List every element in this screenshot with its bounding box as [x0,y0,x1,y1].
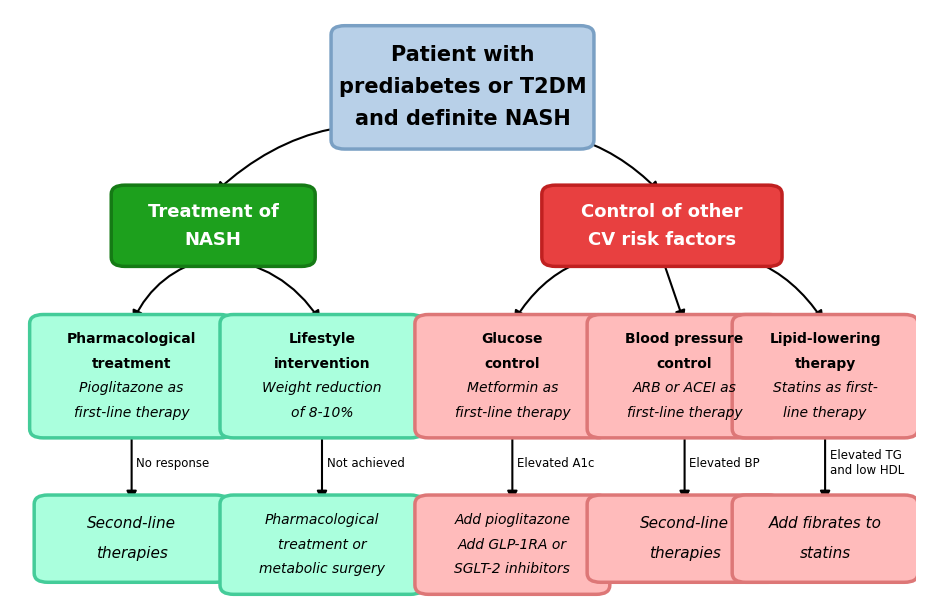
Text: first-line therapy: first-line therapy [627,406,743,420]
Text: statins: statins [799,546,851,561]
Text: control: control [657,357,712,371]
FancyBboxPatch shape [587,495,782,582]
FancyBboxPatch shape [331,26,594,149]
FancyBboxPatch shape [733,495,918,582]
Text: and definite NASH: and definite NASH [354,109,571,130]
Text: Elevated A1c: Elevated A1c [517,457,594,470]
FancyBboxPatch shape [30,314,234,438]
FancyBboxPatch shape [111,185,315,266]
Text: CV risk factors: CV risk factors [588,230,736,249]
Text: SGLT-2 inhibitors: SGLT-2 inhibitors [454,562,571,577]
Text: Patient with: Patient with [390,45,535,66]
FancyBboxPatch shape [415,314,610,438]
Text: Statins as first-: Statins as first- [772,381,878,395]
Text: treatment: treatment [92,357,171,371]
Text: of 8-10%: of 8-10% [290,406,353,420]
FancyBboxPatch shape [733,314,918,438]
Text: Add pioglitazone: Add pioglitazone [454,513,571,527]
Text: Elevated BP: Elevated BP [689,457,759,470]
Text: control: control [485,357,540,371]
Text: Add GLP-1RA or: Add GLP-1RA or [458,538,567,552]
Text: Second-line: Second-line [640,516,729,531]
Text: Pharmacological: Pharmacological [67,332,196,346]
Text: prediabetes or T2DM: prediabetes or T2DM [339,77,586,98]
Text: Blood pressure: Blood pressure [625,332,744,346]
Text: Pharmacological: Pharmacological [265,513,379,527]
Text: therapy: therapy [795,357,856,371]
Text: metabolic surgery: metabolic surgery [259,562,385,577]
FancyBboxPatch shape [34,495,229,582]
Text: Control of other: Control of other [581,203,743,221]
Text: ARB or ACEI as: ARB or ACEI as [633,381,736,395]
FancyBboxPatch shape [220,314,424,438]
FancyBboxPatch shape [542,185,782,266]
FancyBboxPatch shape [220,495,424,594]
FancyBboxPatch shape [415,495,610,594]
Text: Treatment of: Treatment of [148,203,278,221]
Text: Not achieved: Not achieved [327,457,404,470]
Text: treatment or: treatment or [278,538,366,552]
FancyBboxPatch shape [587,314,782,438]
Text: Glucose: Glucose [482,332,543,346]
Text: Lifestyle: Lifestyle [289,332,355,346]
Text: Add fibrates to: Add fibrates to [769,516,882,531]
Text: first-line therapy: first-line therapy [454,406,570,420]
Text: line therapy: line therapy [783,406,867,420]
Text: Lipid-lowering: Lipid-lowering [770,332,881,346]
Text: therapies: therapies [648,546,721,561]
Text: No response: No response [136,457,209,470]
Text: first-line therapy: first-line therapy [74,406,190,420]
Text: Weight reduction: Weight reduction [263,381,382,395]
Text: NASH: NASH [185,230,241,249]
Text: therapies: therapies [95,546,167,561]
Text: intervention: intervention [274,357,370,371]
Text: Metformin as: Metformin as [467,381,558,395]
Text: Pioglitazone as: Pioglitazone as [80,381,184,395]
Text: Elevated TG
and low HDL: Elevated TG and low HDL [830,449,904,478]
Text: Second-line: Second-line [87,516,176,531]
